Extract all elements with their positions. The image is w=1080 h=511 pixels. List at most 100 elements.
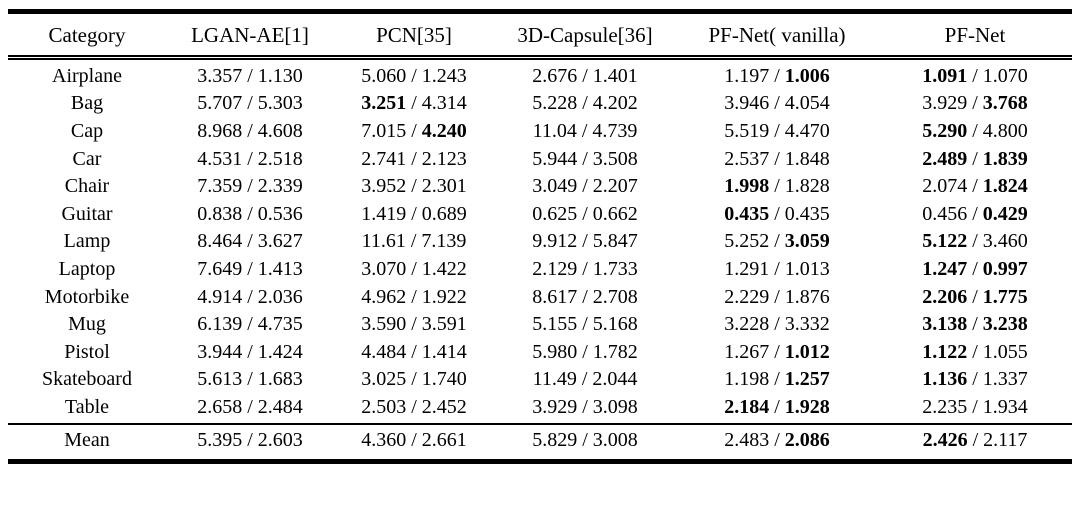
value-second: 2.661 (421, 429, 467, 452)
value-cell: 4.360 / 2.661 (334, 423, 494, 462)
value-first: 4.484 (361, 340, 407, 363)
category-cell: Car (72, 147, 102, 170)
value-first: 8.968 (197, 119, 243, 142)
value-first: 2.229 (724, 285, 770, 308)
value-cell: 3.944 / 1.424 (197, 340, 303, 363)
value-cell: 2.074 / 1.824 (922, 175, 1028, 198)
value-first: 11.04 (532, 119, 577, 142)
table-row: Table 2.658 / 2.484 2.503 / 2.452 3.929 / 3… (8, 394, 1072, 425)
table-row: Car 4.531 / 2.518 2.741 / 2.123 5.944 / 3.5… (8, 146, 1072, 174)
value-cell: 0.625 / 0.662 (532, 202, 638, 225)
value-cell: 5.613 / 1.683 (197, 368, 303, 391)
value-second: 5.168 (592, 313, 638, 336)
table-body: Airplane 3.357 / 1.130 5.060 / 1.243 2.676 … (8, 57, 1072, 424)
category-cell: Motorbike (44, 285, 130, 308)
results-table: Category LGAN-AE[1] PCN[35] 3D-Capsule[3… (8, 9, 1072, 465)
value-first: 5.944 (532, 147, 578, 170)
header-pf-net-vanilla: PF-Net( vanilla) (676, 11, 878, 60)
value-first: 11.61 (361, 230, 406, 253)
value-first: 1.267 (724, 340, 770, 363)
value-first: 7.359 (197, 175, 243, 198)
value-first: 5.707 (197, 92, 243, 115)
value-first: 3.025 (361, 368, 407, 391)
category-cell: Bag (70, 92, 104, 115)
value-second: 2.036 (257, 285, 303, 308)
value-second: 4.800 (982, 119, 1028, 142)
value-second: 1.934 (982, 395, 1028, 418)
value-first: 3.929 (532, 395, 578, 418)
value-second: 1.070 (982, 64, 1028, 87)
value-cell: 7.649 / 1.413 (197, 257, 303, 280)
value-first: 3.952 (361, 175, 407, 198)
value-cell: 2.741 / 2.123 (361, 147, 467, 170)
value-cell: 4.962 / 1.922 (361, 285, 467, 308)
value-first: 1.136 (922, 368, 968, 391)
value-second: 1.130 (257, 64, 303, 87)
table-header: Category LGAN-AE[1] PCN[35] 3D-Capsule[3… (8, 11, 1072, 60)
header-row: Category LGAN-AE[1] PCN[35] 3D-Capsule[3… (8, 11, 1072, 60)
value-second: 3.627 (257, 230, 303, 253)
value-first: 2.537 (724, 147, 770, 170)
value-first: 1.091 (922, 64, 968, 87)
value-second: 0.689 (421, 202, 467, 225)
value-first: 3.049 (532, 175, 578, 198)
table-row: Airplane 3.357 / 1.130 5.060 / 1.243 2.676 … (8, 57, 1072, 90)
category-cell: Chair (64, 175, 110, 198)
value-cell: 5.290 / 4.800 (922, 119, 1028, 142)
value-second: 3.332 (784, 313, 830, 336)
value-cell: 2.229 / 1.876 (724, 285, 830, 308)
value-cell: 1.136 / 1.337 (922, 368, 1028, 391)
value-first: 3.590 (361, 313, 407, 336)
value-cell: 4.484 / 1.414 (361, 340, 467, 363)
value-second: 0.435 (784, 202, 830, 225)
value-first: 2.235 (922, 395, 968, 418)
value-first: 5.829 (532, 429, 578, 452)
value-second: 2.603 (257, 429, 303, 452)
value-first: 5.122 (922, 230, 968, 253)
value-first: 1.122 (922, 340, 968, 363)
value-cell: 3.251 / 4.314 (361, 92, 467, 115)
value-cell: 3.946 / 4.054 (724, 92, 830, 115)
value-second: 2.117 (983, 429, 1028, 452)
table-row: Chair 7.359 / 2.339 3.952 / 2.301 3.049 / 2… (8, 173, 1072, 201)
value-cell: 3.929 / 3.768 (922, 92, 1028, 115)
value-cell: 1.291 / 1.013 (724, 257, 830, 280)
value-second: 1.839 (982, 147, 1028, 170)
value-second: 3.008 (592, 429, 638, 452)
value-cell: 8.968 / 4.608 (197, 119, 303, 142)
value-second: 4.314 (421, 92, 467, 115)
value-first: 3.251 (361, 92, 407, 115)
value-second: 1.013 (784, 257, 830, 280)
table-row: Guitar 0.838 / 0.536 1.419 / 0.689 0.625 / … (8, 201, 1072, 229)
value-cell: 3.049 / 2.207 (532, 175, 638, 198)
table-row: Mean 5.395 / 2.603 4.360 / 2.661 5.829 / 3.… (8, 423, 1072, 462)
value-second: 4.202 (592, 92, 638, 115)
value-second: 4.735 (257, 313, 303, 336)
value-cell: 3.357 / 1.130 (197, 64, 303, 87)
value-second: 3.768 (982, 92, 1028, 115)
value-first: 5.519 (724, 119, 770, 142)
value-second: 2.708 (592, 285, 638, 308)
category-cell: Airplane (52, 64, 122, 87)
value-second: 1.828 (784, 175, 830, 198)
value-cell: 3.929 / 3.098 (532, 395, 638, 418)
value-first: 2.676 (532, 64, 578, 87)
value-cell: 5.519 / 4.470 (724, 119, 830, 142)
value-cell: 0.838 / 0.536 (197, 202, 303, 225)
value-cell: 8.617 / 2.708 (532, 285, 638, 308)
value-first: 1.198 (724, 368, 770, 391)
value-cell: 5.155 / 5.168 (532, 313, 638, 336)
value-first: 2.206 (922, 285, 968, 308)
value-cell: 3.590 / 3.591 (361, 313, 467, 336)
value-cell: 2.503 / 2.452 (361, 395, 467, 418)
value-cell: 2.483 / 2.086 (676, 423, 878, 462)
value-cell: 5.060 / 1.243 (361, 64, 467, 87)
value-second: 1.740 (421, 368, 467, 391)
value-first: 3.944 (197, 340, 243, 363)
value-cell: 6.139 / 4.735 (197, 313, 303, 336)
value-first: 3.070 (361, 257, 407, 280)
value-cell: 5.829 / 3.008 (494, 423, 676, 462)
value-first: 7.649 (197, 257, 243, 280)
value-second: 5.847 (592, 230, 638, 253)
value-first: 5.155 (532, 313, 578, 336)
